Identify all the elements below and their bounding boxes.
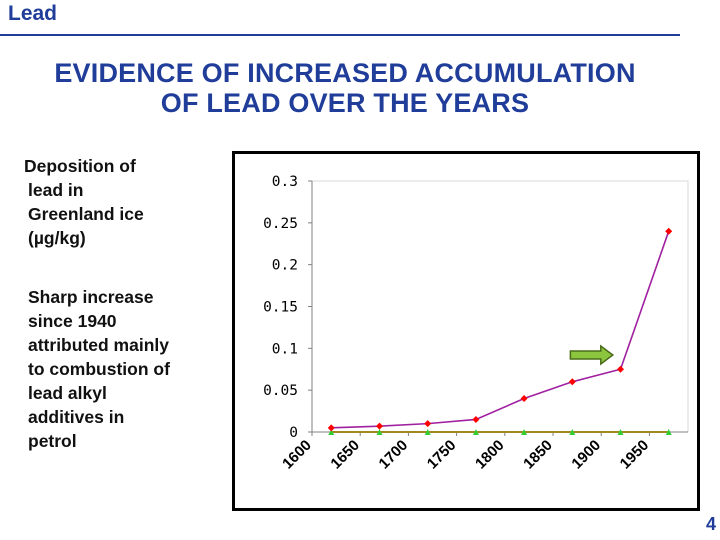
slide-title-line-1: EVIDENCE OF INCREASED ACCUMULATION [54,58,636,88]
note-line: additives in [28,407,125,427]
y-tick-label: 0.2 [272,258,298,274]
chart-frame [232,151,700,511]
note-line: attributed mainly [28,335,169,355]
note-line: Greenland ice [28,204,144,224]
data-point-lead [665,227,673,235]
slide-title: EVIDENCE OF INCREASED ACCUMULATION OF LE… [10,58,680,118]
data-point-baseline [424,429,431,435]
y-tick-label: 0.1 [272,341,298,357]
note-line: lead alkyl [28,383,107,403]
deposition-description: Deposition of lead in Greenland ice (µg/… [24,154,224,250]
y-tick-label: 0.25 [263,216,298,232]
note-line: Sharp increase [28,287,154,307]
increase-explanation: Sharp increase since 1940 attributed mai… [24,285,224,453]
x-tick-label: 1800 [472,437,508,473]
annotation-arrow-icon [569,344,615,366]
data-point-baseline [521,429,528,435]
data-point-lead [327,424,335,432]
page-number: 4 [705,514,716,534]
x-tick-label: 1700 [376,437,412,473]
x-tick-label: 1900 [568,437,604,473]
data-point-lead [617,365,625,373]
y-tick-label: 0.15 [263,300,298,316]
data-point-lead [375,422,383,430]
y-tick-label: 0.3 [272,174,298,190]
note-line: Deposition of [24,156,136,176]
x-tick-label: 1850 [520,437,556,473]
y-tick-label: 0 [289,425,298,441]
data-point-baseline [665,429,672,435]
slide-header-title: Lead [8,2,58,25]
note-line: petrol [28,431,77,451]
data-point-baseline [569,429,576,435]
data-point-lead [568,378,576,386]
slide-title-line-2: OF LEAD OVER THE YEARS [160,88,530,118]
x-tick-label: 1600 [279,437,315,473]
header-divider [0,34,680,36]
note-line: (µg/kg) [28,228,86,248]
x-tick-label: 1650 [327,437,363,473]
note-line: to combustion of [28,359,170,379]
data-point-baseline [328,429,335,435]
x-tick-label: 1750 [424,437,460,473]
x-tick-label: 1950 [617,437,653,473]
series-line-lead [331,230,670,429]
plot-area [311,180,689,433]
data-point-lead [424,420,432,428]
data-point-baseline [472,429,479,435]
y-tick-label: 0.05 [263,383,298,399]
data-point-lead [520,395,528,403]
note-line: since 1940 [28,311,117,331]
data-point-lead [472,415,480,423]
data-point-baseline [617,429,624,435]
lead-deposition-chart: 0 0.05 0.1 0.15 0.2 0.25 0.3 1600 1650 1700 1750 18… [263,174,689,473]
note-line: lead in [28,180,84,200]
data-point-baseline [376,429,383,435]
